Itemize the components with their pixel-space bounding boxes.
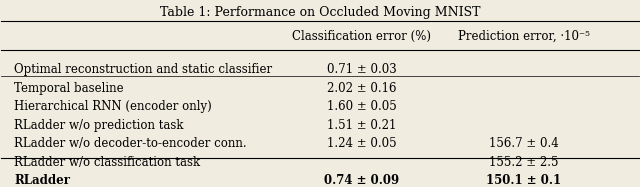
Text: Optimal reconstruction and static classifier: Optimal reconstruction and static classi…	[14, 63, 272, 76]
Text: Prediction error, ·10⁻⁵: Prediction error, ·10⁻⁵	[458, 30, 590, 43]
Text: RLadder w/o prediction task: RLadder w/o prediction task	[14, 119, 184, 132]
Text: RLadder w/o classification task: RLadder w/o classification task	[14, 156, 200, 168]
Text: 155.2 ± 2.5: 155.2 ± 2.5	[489, 156, 559, 168]
Text: 1.60 ± 0.05: 1.60 ± 0.05	[326, 100, 396, 113]
Text: RLadder w/o decoder-to-encoder conn.: RLadder w/o decoder-to-encoder conn.	[14, 137, 247, 150]
Text: Classification error (%): Classification error (%)	[292, 30, 431, 43]
Text: 0.71 ± 0.03: 0.71 ± 0.03	[326, 63, 396, 76]
Text: 1.51 ± 0.21: 1.51 ± 0.21	[327, 119, 396, 132]
Text: 0.74 ± 0.09: 0.74 ± 0.09	[324, 174, 399, 187]
Text: Hierarchical RNN (encoder only): Hierarchical RNN (encoder only)	[14, 100, 212, 113]
Text: 156.7 ± 0.4: 156.7 ± 0.4	[489, 137, 559, 150]
Text: 150.1 ± 0.1: 150.1 ± 0.1	[486, 174, 561, 187]
Text: RLadder: RLadder	[14, 174, 70, 187]
Text: Temporal baseline: Temporal baseline	[14, 82, 124, 95]
Text: 2.02 ± 0.16: 2.02 ± 0.16	[326, 82, 396, 95]
Text: Table 1: Performance on Occluded Moving MNIST: Table 1: Performance on Occluded Moving …	[160, 6, 480, 19]
Text: 1.24 ± 0.05: 1.24 ± 0.05	[326, 137, 396, 150]
